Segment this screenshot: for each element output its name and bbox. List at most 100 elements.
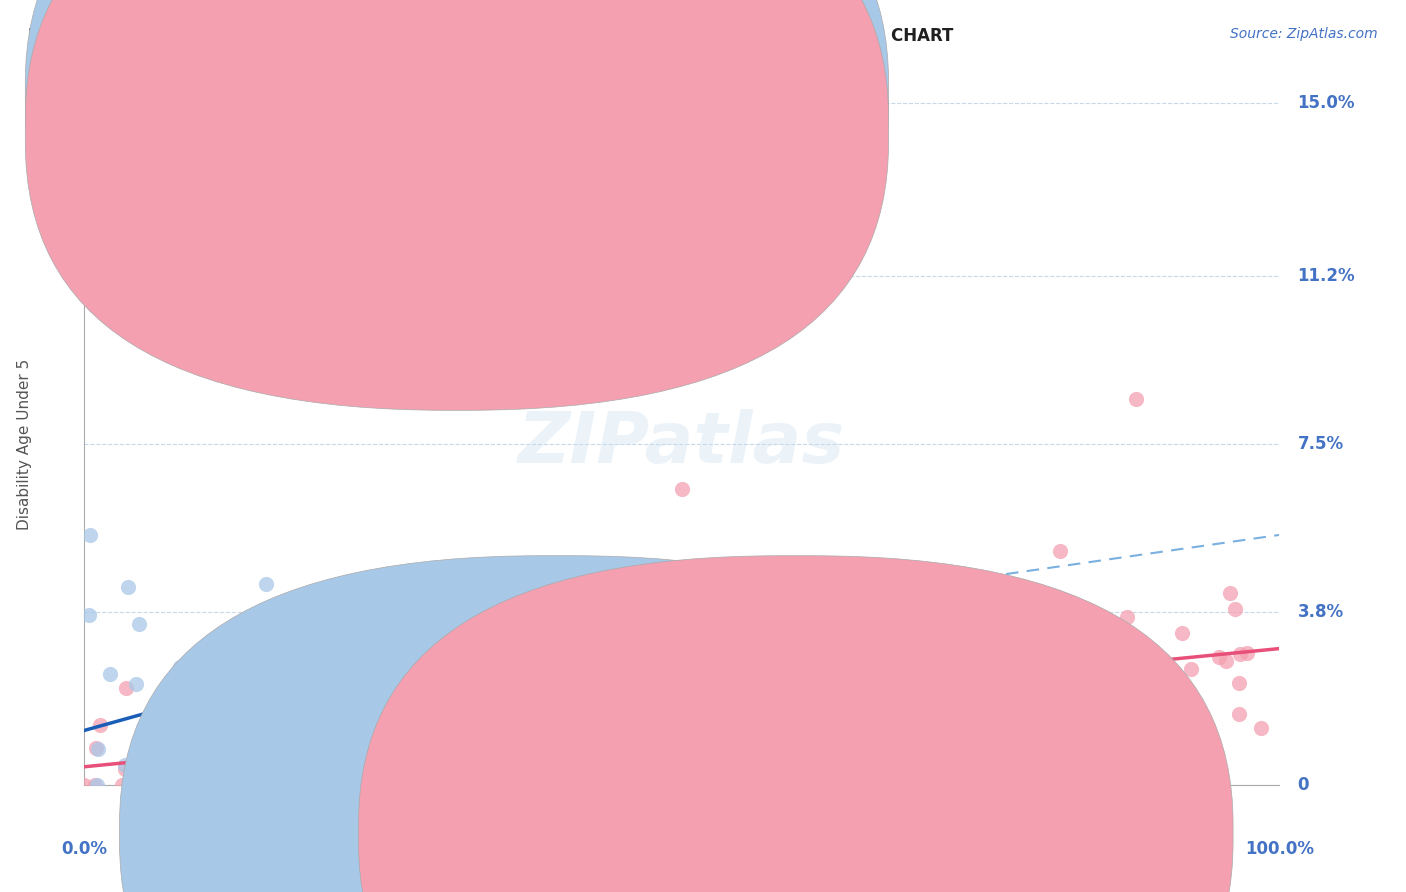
Text: ZIPatlas: ZIPatlas: [519, 409, 845, 478]
Point: [1225, 602, 1247, 616]
Point: [84, 740, 107, 755]
Point: [520, 643, 543, 657]
Point: [342, 758, 364, 772]
Point: [160, 736, 183, 750]
Point: [728, 756, 751, 771]
Point: [1227, 707, 1250, 722]
Point: [981, 712, 1004, 726]
Point: [159, 778, 181, 792]
Point: [254, 577, 277, 591]
Point: [98, 667, 121, 681]
Point: [558, 696, 581, 710]
Point: [367, 778, 389, 792]
Point: [1049, 543, 1071, 558]
Point: [614, 762, 637, 776]
Point: [77, 608, 100, 623]
Point: [128, 616, 150, 631]
Point: [247, 778, 270, 792]
Point: [91, 287, 114, 301]
Point: [886, 730, 908, 744]
Point: [1208, 650, 1230, 665]
Point: [969, 671, 991, 685]
Point: [1236, 647, 1258, 661]
Point: [316, 778, 339, 792]
Point: [671, 483, 693, 497]
Text: Nonimmigrants: Nonimmigrants: [817, 826, 935, 840]
Text: Immigrants from Ecuador: Immigrants from Ecuador: [486, 885, 682, 892]
Point: [202, 647, 225, 661]
Point: [238, 743, 260, 757]
Point: [851, 697, 873, 711]
Point: [620, 728, 643, 742]
Point: [886, 729, 908, 743]
Point: [1000, 673, 1022, 687]
Point: [858, 641, 880, 656]
Point: [201, 778, 224, 792]
Text: 15.0%: 15.0%: [1298, 94, 1355, 112]
Point: [897, 617, 920, 632]
Text: Source: ZipAtlas.com: Source: ZipAtlas.com: [1230, 27, 1378, 41]
Point: [727, 739, 749, 754]
Text: Immigrants from Ecuador: Immigrants from Ecuador: [576, 826, 772, 840]
Point: [87, 742, 110, 756]
Point: [86, 778, 108, 792]
Point: [1164, 707, 1187, 722]
Point: [408, 778, 430, 792]
Point: [366, 728, 388, 742]
Point: [247, 771, 270, 785]
Point: [1045, 642, 1067, 657]
Point: [1163, 665, 1185, 680]
Point: [79, 528, 101, 542]
Point: [405, 737, 427, 751]
Point: [117, 580, 139, 594]
Text: 7.5%: 7.5%: [1298, 435, 1344, 453]
Point: [1227, 676, 1250, 690]
Point: [647, 722, 669, 736]
Point: [153, 753, 176, 767]
Point: [659, 640, 682, 654]
Point: [155, 774, 177, 789]
Point: [488, 778, 510, 792]
Point: [1116, 610, 1139, 624]
Point: [314, 772, 336, 786]
Point: [179, 770, 201, 784]
Point: [526, 635, 548, 649]
Point: [682, 697, 704, 711]
Point: [1180, 662, 1202, 676]
Point: [754, 723, 776, 737]
Point: [246, 778, 269, 792]
Point: [163, 711, 186, 725]
Text: 11.2%: 11.2%: [1298, 267, 1355, 285]
Point: [204, 770, 226, 784]
Point: [114, 758, 136, 772]
Point: [905, 676, 928, 690]
Point: [924, 598, 946, 612]
Point: [288, 694, 311, 708]
Point: [430, 687, 453, 701]
Point: [83, 778, 105, 792]
Point: [73, 778, 96, 792]
Point: [825, 750, 848, 764]
Point: [176, 711, 198, 725]
Point: [305, 778, 328, 792]
Point: [353, 665, 375, 680]
Point: [169, 659, 191, 673]
Point: [404, 778, 426, 792]
Point: [747, 649, 769, 664]
Point: [356, 778, 378, 792]
Point: [1077, 717, 1099, 731]
Point: [1229, 647, 1251, 661]
Point: [479, 620, 502, 634]
Point: [173, 685, 195, 699]
Point: [785, 758, 807, 772]
Point: [172, 767, 194, 781]
Point: [669, 661, 692, 675]
Point: [804, 731, 827, 745]
Point: [146, 730, 169, 744]
Point: [1098, 693, 1121, 707]
Point: [169, 778, 191, 792]
Point: [344, 778, 367, 792]
Point: [1171, 625, 1194, 640]
Point: [839, 730, 862, 744]
Point: [454, 726, 477, 740]
